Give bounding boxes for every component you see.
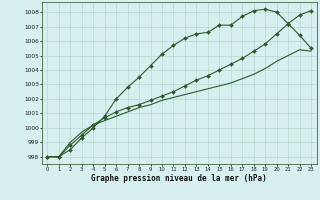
X-axis label: Graphe pression niveau de la mer (hPa): Graphe pression niveau de la mer (hPa)	[91, 174, 267, 183]
